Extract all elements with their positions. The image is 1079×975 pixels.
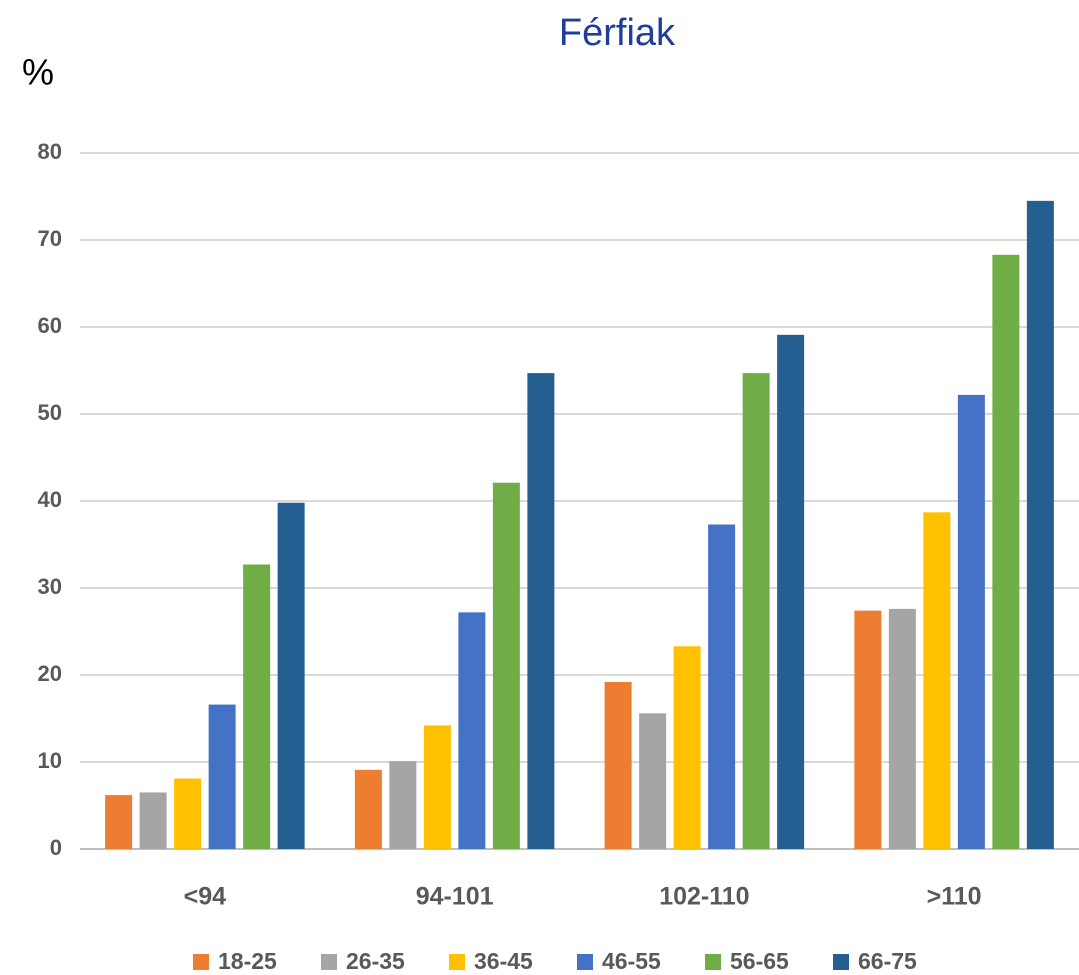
legend-swatch <box>321 954 337 970</box>
bar <box>777 334 805 850</box>
x-tick-label: <94 <box>184 883 227 911</box>
chart-title: Férfiak <box>559 12 676 54</box>
x-tick-label: 102-110 <box>659 883 749 911</box>
bar <box>458 612 486 849</box>
y-tick-label: 40 <box>38 487 62 512</box>
bar <box>174 778 202 849</box>
legend-swatch <box>833 954 849 970</box>
bar <box>527 373 555 849</box>
y-tick-label: 80 <box>38 139 62 164</box>
y-tick-label: 0 <box>50 835 62 860</box>
legend-label: 26-35 <box>346 948 405 974</box>
y-axis-label: % <box>22 52 54 93</box>
legend-swatch <box>193 954 209 970</box>
legend-swatch <box>705 954 721 970</box>
bar <box>604 681 632 849</box>
bar <box>923 512 951 849</box>
bar <box>957 394 985 849</box>
bar <box>1026 200 1054 850</box>
x-tick-label: >110 <box>927 883 982 911</box>
bar <box>277 502 305 849</box>
bar <box>992 254 1020 850</box>
y-tick-label: 50 <box>38 400 62 425</box>
y-tick-label: 70 <box>38 226 62 251</box>
bar <box>105 795 133 849</box>
bar <box>208 704 236 849</box>
bar <box>673 646 701 849</box>
x-tick-label: 94-101 <box>416 883 494 911</box>
bar <box>139 792 167 849</box>
legend-swatch <box>577 954 593 970</box>
legend-swatch <box>449 954 465 970</box>
bar <box>354 769 382 849</box>
legend-label: 36-45 <box>474 948 533 974</box>
legend-label: 18-25 <box>218 948 277 974</box>
bar <box>389 761 417 849</box>
legend-label: 66-75 <box>858 948 917 974</box>
y-tick-label: 10 <box>38 748 62 773</box>
bar <box>492 482 520 849</box>
legend-label: 46-55 <box>602 948 661 974</box>
bar <box>639 713 667 849</box>
y-tick-label: 30 <box>38 574 62 599</box>
y-tick-label: 20 <box>38 661 62 686</box>
y-tick-label: 60 <box>38 313 62 338</box>
bar <box>742 373 770 849</box>
legend-label: 56-65 <box>730 948 789 974</box>
bar <box>243 564 271 849</box>
bar <box>708 524 736 849</box>
bar <box>423 725 451 849</box>
bar <box>888 608 916 849</box>
bar <box>854 610 882 849</box>
